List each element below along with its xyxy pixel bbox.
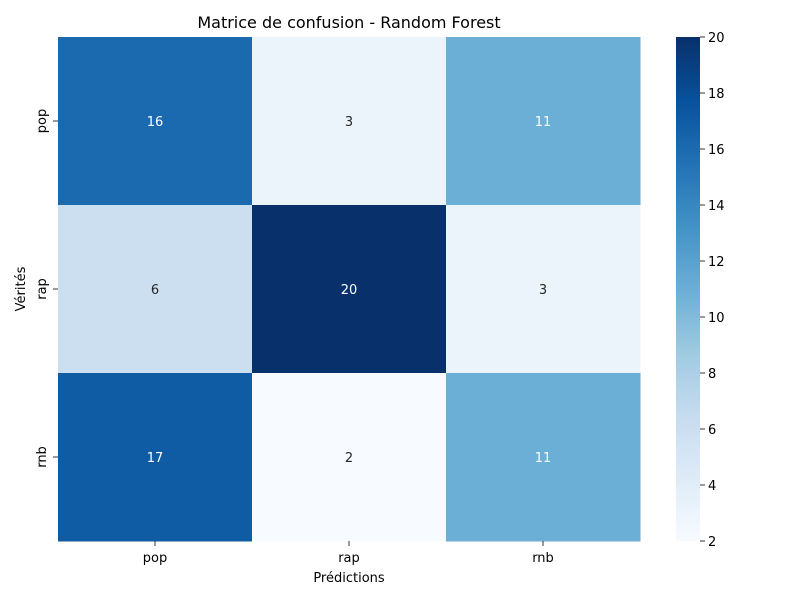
- colorbar-ticks: 2 4 6 8 10 12 14 16 18 20: [700, 31, 725, 550]
- colorbar-tick-label: 12: [708, 255, 725, 270]
- cell-value-label: 16: [147, 115, 164, 130]
- y-tick-label: rap: [35, 278, 50, 300]
- x-tick-label: rap: [338, 551, 360, 566]
- heatmap-cell-pop-rap: [252, 37, 447, 206]
- x-axis-ticks: pop rap rnb: [143, 541, 554, 566]
- colorbar-tick-label: 20: [708, 31, 725, 46]
- heatmap-cells: 16 3 11 6 20 3 17 2 11: [58, 37, 641, 542]
- cell-value-label: 2: [345, 451, 353, 466]
- x-axis-label: Prédictions: [313, 571, 385, 586]
- colorbar-tick-label: 6: [708, 423, 716, 438]
- cell-value-label: 11: [535, 115, 552, 130]
- x-tick-label: pop: [143, 551, 167, 566]
- x-tick-label: rnb: [532, 551, 554, 566]
- cell-value-label: 11: [535, 451, 552, 466]
- colorbar-tick-label: 16: [708, 143, 725, 158]
- heatmap-cell-pop-pop: [58, 37, 253, 206]
- y-axis-label: Vérités: [14, 266, 29, 311]
- heatmap-cell-rap-pop: [58, 205, 253, 374]
- cell-value-label: 3: [345, 115, 353, 130]
- cell-value-label: 20: [341, 283, 358, 298]
- y-tick-label: pop: [35, 109, 50, 133]
- heatmap-cell-rnb-pop: [58, 373, 253, 542]
- colorbar: [676, 37, 700, 541]
- heatmap-cell-rap-rnb: [446, 205, 641, 374]
- cell-value-label: 17: [147, 451, 164, 466]
- y-axis-ticks: pop rap rnb: [35, 109, 58, 468]
- colorbar-tick-label: 18: [708, 87, 725, 102]
- colorbar-tick-label: 2: [708, 535, 716, 550]
- colorbar-tick-label: 4: [708, 479, 716, 494]
- heatmap-cell-rnb-rnb: [446, 373, 641, 542]
- colorbar-tick-label: 14: [708, 199, 725, 214]
- heatmap-cell-rap-rap: [252, 205, 447, 374]
- heatmap-cell-rnb-rap: [252, 373, 447, 542]
- y-tick-label: rnb: [35, 446, 50, 468]
- cell-value-label: 3: [539, 283, 547, 298]
- cell-value-label: 6: [151, 283, 159, 298]
- heatmap-cell-pop-rnb: [446, 37, 641, 206]
- colorbar-tick-label: 8: [708, 367, 716, 382]
- chart-title: Matrice de confusion - Random Forest: [197, 13, 500, 32]
- colorbar-tick-label: 10: [708, 311, 725, 326]
